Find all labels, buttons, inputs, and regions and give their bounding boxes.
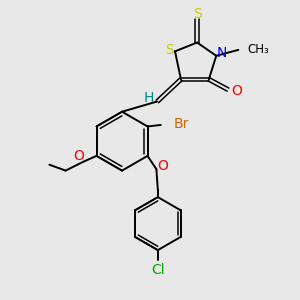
Text: O: O — [158, 159, 168, 173]
Text: O: O — [231, 84, 242, 98]
Text: O: O — [74, 149, 84, 164]
Text: Cl: Cl — [151, 263, 165, 277]
Text: N: N — [216, 46, 227, 60]
Text: S: S — [165, 43, 173, 57]
Text: S: S — [193, 7, 202, 21]
Text: CH₃: CH₃ — [247, 43, 269, 56]
Text: H: H — [143, 92, 154, 106]
Text: Br: Br — [174, 117, 189, 131]
